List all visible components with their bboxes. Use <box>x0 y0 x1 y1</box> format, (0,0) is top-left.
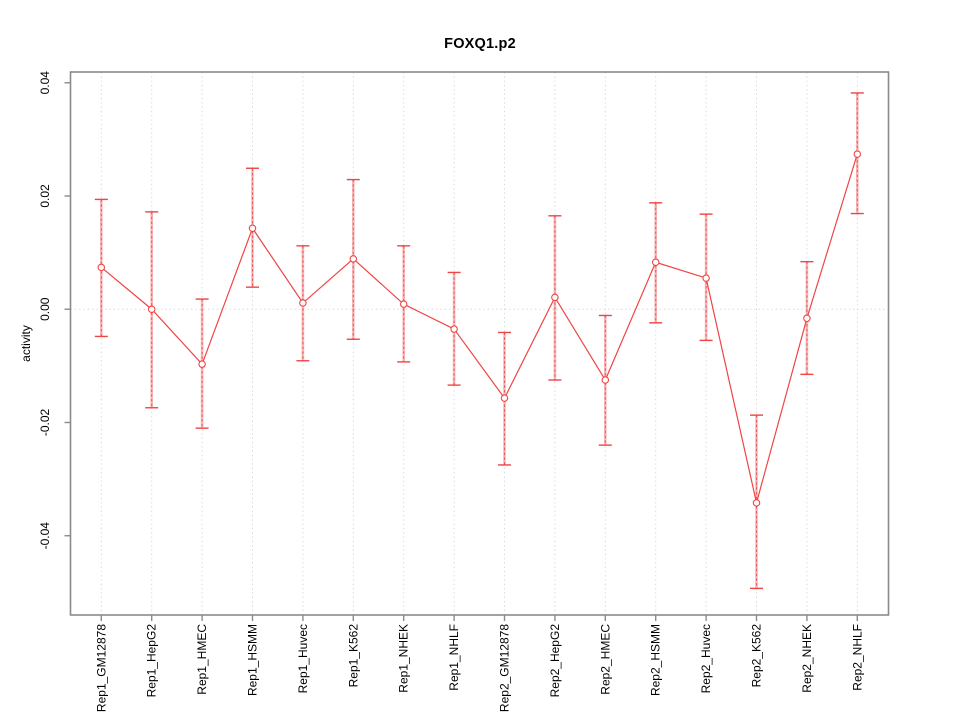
x-tick-label: Rep1_HMEC <box>195 624 209 695</box>
data-point <box>349 255 358 263</box>
x-tick-label: Rep1_HSMM <box>246 624 260 696</box>
x-tick-label: Rep2_NHEK <box>800 624 814 693</box>
x-tick-label: Rep2_GM12878 <box>498 624 512 712</box>
chart-title: FOXQ1.p2 <box>444 36 516 52</box>
data-point <box>147 305 156 313</box>
data-point <box>803 314 811 323</box>
y-axis-ticks <box>64 82 71 537</box>
y-axis-tick-labels: 0.04 0.02 0.00 -0.02 -0.04 <box>38 71 52 550</box>
x-tick-label: Rep1_NHEK <box>397 624 411 693</box>
data-point <box>651 258 660 266</box>
y-tick-label: 0.02 <box>38 184 52 208</box>
y-axis-label: activity <box>19 325 33 362</box>
x-tick-label: Rep1_NHLF <box>447 624 461 691</box>
x-tick-label: Rep2_HSMM <box>649 624 663 696</box>
data-point <box>399 300 408 308</box>
x-tick-label: Rep2_NHLF <box>850 624 864 691</box>
y-tick-label: -0.04 <box>38 522 52 550</box>
data-point <box>450 325 458 333</box>
x-tick-label: Rep2_Huvec <box>699 624 713 693</box>
data-point <box>853 150 862 158</box>
y-tick-label: 0.04 <box>38 71 52 95</box>
error-bar-caps <box>94 92 864 590</box>
x-tick-label: Rep2_HMEC <box>598 624 612 695</box>
data-point <box>198 360 206 368</box>
data-point <box>551 293 559 302</box>
data-point <box>752 499 761 507</box>
x-tick-label: Rep1_HepG2 <box>145 624 159 698</box>
data-point <box>601 376 610 384</box>
plot-border <box>69 71 890 616</box>
error-bar-bands <box>100 92 859 589</box>
x-gridlines <box>100 72 858 615</box>
y-tick-label: 0.00 <box>38 297 52 321</box>
data-point <box>299 299 307 307</box>
x-axis-ticks <box>100 615 858 621</box>
x-tick-label: Rep1_GM12878 <box>94 624 108 712</box>
data-point <box>248 224 257 233</box>
x-tick-label: Rep1_K562 <box>346 624 360 688</box>
x-tick-label: Rep1_Huvec <box>296 624 310 693</box>
data-point <box>702 274 710 282</box>
y-axis-title: activity <box>19 325 33 362</box>
x-tick-label: Rep2_K562 <box>750 624 764 688</box>
data-point <box>97 263 106 272</box>
series-line <box>100 153 858 504</box>
x-tick-label: Rep2_HepG2 <box>548 624 562 698</box>
error-bar-dashes <box>100 92 858 589</box>
data-points <box>97 150 862 507</box>
y-tick-label: -0.02 <box>38 408 52 436</box>
x-axis-tick-labels: Rep1_GM12878 Rep1_HepG2 Rep1_HMEC Rep1_HSMM… <box>94 624 864 712</box>
data-point <box>500 394 509 402</box>
